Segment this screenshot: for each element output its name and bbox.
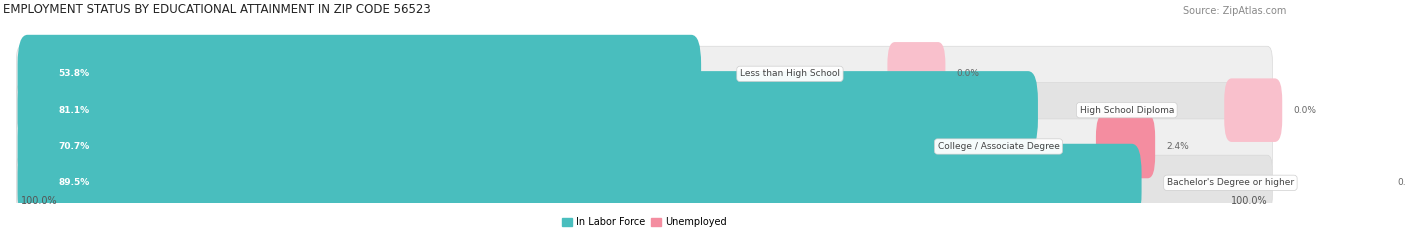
Text: Bachelor's Degree or higher: Bachelor's Degree or higher xyxy=(1167,178,1294,187)
FancyBboxPatch shape xyxy=(1095,115,1156,178)
Text: 0.0%: 0.0% xyxy=(1398,178,1406,187)
Text: High School Diploma: High School Diploma xyxy=(1080,106,1174,115)
FancyBboxPatch shape xyxy=(18,144,1142,222)
Text: 89.5%: 89.5% xyxy=(58,178,90,187)
Legend: In Labor Force, Unemployed: In Labor Force, Unemployed xyxy=(558,213,730,231)
FancyBboxPatch shape xyxy=(887,42,945,106)
Text: 0.0%: 0.0% xyxy=(1294,106,1316,115)
FancyBboxPatch shape xyxy=(17,82,1272,138)
Text: 70.7%: 70.7% xyxy=(58,142,90,151)
Text: Source: ZipAtlas.com: Source: ZipAtlas.com xyxy=(1182,6,1286,16)
FancyBboxPatch shape xyxy=(17,119,1272,174)
Text: EMPLOYMENT STATUS BY EDUCATIONAL ATTAINMENT IN ZIP CODE 56523: EMPLOYMENT STATUS BY EDUCATIONAL ATTAINM… xyxy=(3,3,430,16)
Text: 81.1%: 81.1% xyxy=(58,106,90,115)
FancyBboxPatch shape xyxy=(1225,78,1282,142)
FancyBboxPatch shape xyxy=(17,155,1272,210)
FancyBboxPatch shape xyxy=(1327,151,1386,215)
Text: College / Associate Degree: College / Associate Degree xyxy=(938,142,1059,151)
Text: Less than High School: Less than High School xyxy=(740,69,839,78)
FancyBboxPatch shape xyxy=(18,71,1038,149)
FancyBboxPatch shape xyxy=(17,46,1272,101)
Text: 100.0%: 100.0% xyxy=(1230,196,1267,206)
Text: 53.8%: 53.8% xyxy=(58,69,90,78)
Text: 2.4%: 2.4% xyxy=(1166,142,1189,151)
FancyBboxPatch shape xyxy=(18,35,702,113)
FancyBboxPatch shape xyxy=(18,107,910,185)
Text: 0.0%: 0.0% xyxy=(956,69,980,78)
Text: 100.0%: 100.0% xyxy=(21,196,58,206)
